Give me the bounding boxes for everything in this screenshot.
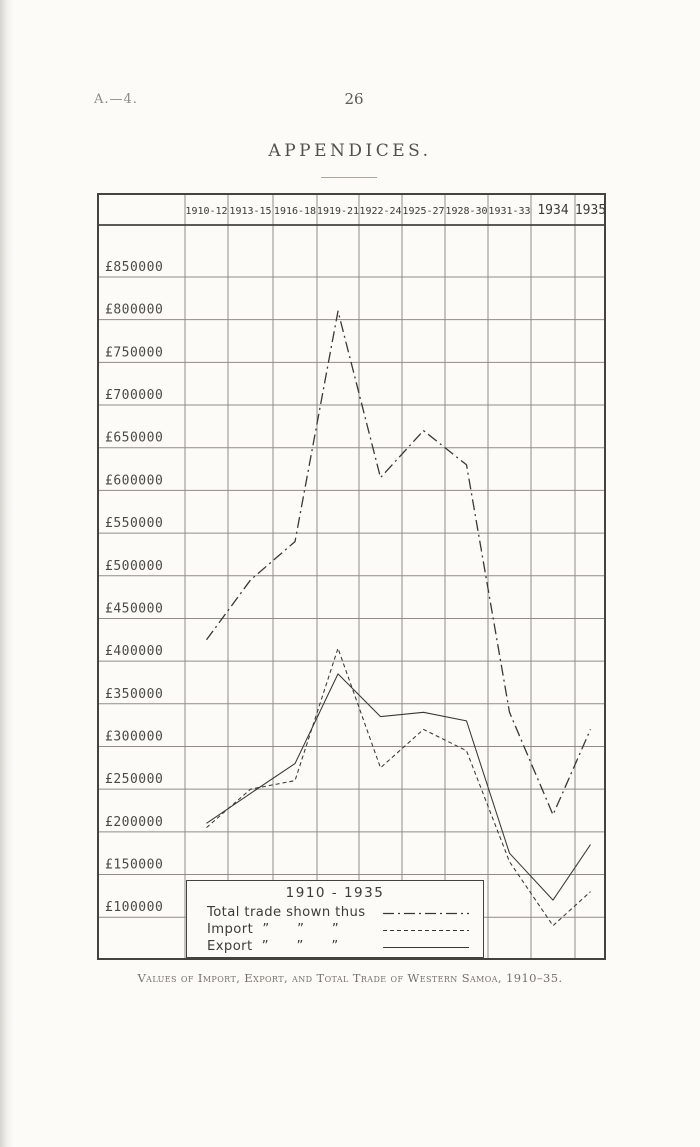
column-header: 1913-15 <box>229 206 271 217</box>
legend-label: Export ” ” ” <box>207 939 339 954</box>
legend-row: Import ” ” ” <box>207 921 471 938</box>
legend-title: 1910 - 1935 <box>285 885 385 901</box>
chart-legend: 1910 - 1935 Total trade shown thus Import… <box>186 880 484 958</box>
series-line-import <box>206 647 591 927</box>
series-line-total-trade <box>205 310 592 816</box>
column-header: 1934 <box>537 203 568 218</box>
legend-line-sample-solid <box>383 946 469 948</box>
y-axis-label: £800000 <box>105 303 163 318</box>
page-number: 26 <box>344 90 364 108</box>
legend-row: Export ” ” ” <box>207 938 471 955</box>
y-axis-label: £300000 <box>105 729 163 744</box>
column-header: 1919-21 <box>317 206 359 217</box>
column-header: 1925-27 <box>402 206 444 217</box>
legend-row: Total trade shown thus <box>207 904 471 921</box>
y-axis-label: £350000 <box>105 687 163 702</box>
column-header: 1928-30 <box>445 206 487 217</box>
title-rule <box>321 177 377 178</box>
column-header: 1931-33 <box>488 206 530 217</box>
column-header: 1922-24 <box>359 206 401 217</box>
y-axis-label: £200000 <box>105 815 163 830</box>
y-axis-label: £550000 <box>105 516 163 531</box>
y-axis-label: £500000 <box>105 559 163 574</box>
y-axis-label: £400000 <box>105 644 163 659</box>
trade-values-chart: £850000 £800000 £750000 £700000 £650000 £6000… <box>97 193 606 960</box>
y-axis-label: £600000 <box>105 473 163 488</box>
legend-line-sample-dashed <box>383 929 469 931</box>
series-line-export <box>206 673 591 901</box>
y-axis-label: £450000 <box>105 601 163 616</box>
document-reference: A.—4. <box>94 92 138 107</box>
page-title: APPENDICES. <box>268 141 432 161</box>
chart-border <box>97 193 606 960</box>
column-header: 1935 <box>575 203 606 218</box>
legend-label: Import ” ” ” <box>207 922 340 937</box>
chart-canvas: £850000 £800000 £750000 £700000 £650000 £6000… <box>97 193 606 960</box>
column-header: 1916-18 <box>274 206 316 217</box>
column-header: 1910-12 <box>185 206 227 217</box>
y-axis-label: £250000 <box>105 772 163 787</box>
y-axis-label: £700000 <box>105 388 163 403</box>
y-axis-label: £850000 <box>105 260 163 275</box>
legend-label: Total trade shown thus <box>207 905 366 920</box>
chart-caption: Values of Import, Export, and Total Trad… <box>137 971 563 985</box>
y-axis-label: £100000 <box>105 900 163 915</box>
legend-rows: Total trade shown thus Import ” ” ” Export… <box>187 904 483 955</box>
legend-line-sample-dashdot <box>383 912 469 914</box>
y-axis-label: £150000 <box>105 858 163 873</box>
y-axis-label: £650000 <box>105 431 163 446</box>
y-axis-label: £750000 <box>105 345 163 360</box>
